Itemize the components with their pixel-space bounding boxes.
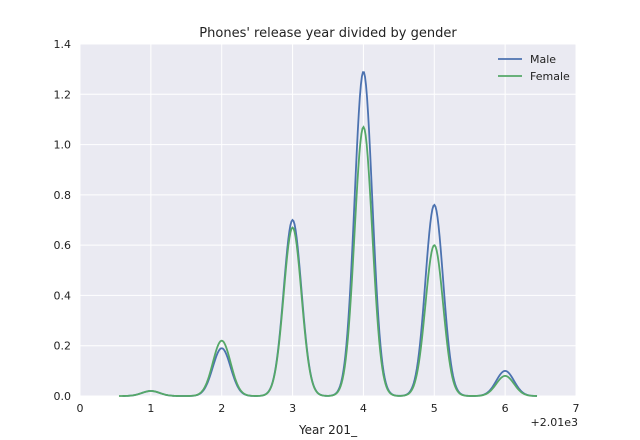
x-tick-label: 4: [360, 402, 367, 415]
y-tick-label: 1.2: [54, 88, 72, 101]
legend-label: Female: [530, 70, 570, 83]
y-tick-label: 0.8: [54, 189, 72, 202]
x-tick-label: 2: [218, 402, 225, 415]
x-axis-offset-label: +2.01e3: [531, 416, 578, 429]
series-line-female: [118, 125, 538, 397]
legend: Male Female: [498, 53, 570, 83]
x-axis-label: Year 201_: [298, 423, 358, 437]
x-tick-label: 7: [573, 402, 580, 415]
series-lines: [118, 71, 538, 397]
x-tick-label: 5: [431, 402, 438, 415]
y-tick-label: 0.2: [54, 340, 72, 353]
chart-title: Phones' release year divided by gender: [199, 26, 457, 41]
y-tick-label: 0.4: [54, 289, 72, 302]
y-tick-labels: 0.0 0.2 0.4 0.6 0.8 1.0 1.2 1.4: [54, 38, 72, 403]
x-tick-label: 0: [77, 402, 84, 415]
x-tick-label: 1: [147, 402, 154, 415]
x-tick-labels: 0 1 2 3 4 5 6 7: [77, 402, 580, 415]
x-tick-label: 6: [502, 402, 509, 415]
y-tick-label: 0.6: [54, 239, 72, 252]
legend-label: Male: [530, 53, 556, 66]
grid-lines: [79, 43, 577, 397]
plot-background: [80, 44, 576, 396]
x-tick-label: 3: [289, 402, 296, 415]
y-tick-label: 1.0: [54, 139, 72, 152]
y-tick-label: 0.0: [54, 390, 72, 403]
y-tick-label: 1.4: [54, 38, 72, 51]
